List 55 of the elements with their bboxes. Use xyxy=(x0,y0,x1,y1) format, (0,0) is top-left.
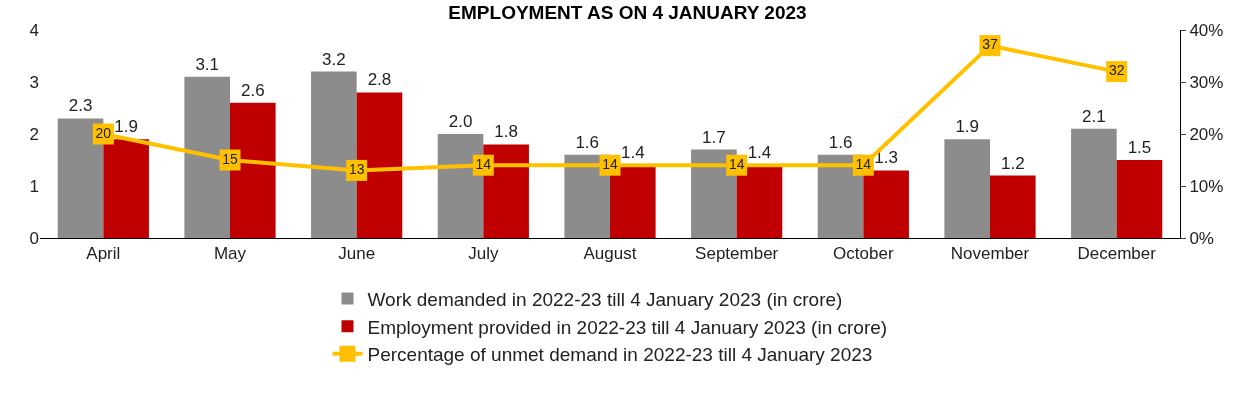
data-label: 2.0 xyxy=(448,112,473,131)
data-label: 1.6 xyxy=(575,132,600,152)
bar xyxy=(990,175,1036,238)
x-tick-label: September xyxy=(695,244,779,264)
x-tick-label: December xyxy=(1077,244,1157,264)
y-tick-label: 2 xyxy=(29,124,39,144)
data-label: 3.2 xyxy=(322,49,346,69)
y-tick-label: 3 xyxy=(29,72,39,92)
data-label: 1.8 xyxy=(494,122,518,142)
x-tick-label: October xyxy=(833,244,894,264)
bar xyxy=(103,139,149,238)
chart-title: EMPLOYMENT AS ON 4 JANUARY 2023 xyxy=(448,2,807,24)
y-tick-label: 0 xyxy=(29,228,39,248)
data-label: 1.5 xyxy=(1127,138,1152,157)
x-tick-label: August xyxy=(583,244,637,264)
bar xyxy=(944,139,990,238)
x-tick-label: April xyxy=(86,244,121,264)
y-tick-label: 4 xyxy=(29,20,39,40)
data-label: 2.8 xyxy=(367,70,392,90)
data-label: 37 xyxy=(982,36,998,53)
data-label: 2.1 xyxy=(1082,106,1106,126)
data-label: 14 xyxy=(855,155,872,172)
legend-label: Percentage of unmet demand in 2022-23 till 4 January 2023 xyxy=(367,344,873,366)
data-label: 2.3 xyxy=(68,96,93,116)
legend-label: Work demanded in 2022-23 till 4 January 2023 (in crore) xyxy=(367,288,843,310)
data-label: 20 xyxy=(95,124,112,141)
data-label: 1.9 xyxy=(955,117,980,137)
data-label: 1.7 xyxy=(702,127,726,147)
bar xyxy=(863,170,909,238)
data-label: 1.2 xyxy=(1000,153,1025,173)
bar xyxy=(1071,128,1117,238)
data-label: 1.4 xyxy=(620,143,645,163)
data-label: 32 xyxy=(1108,62,1125,79)
y2-tick-label: 0% xyxy=(1189,228,1214,248)
data-label: 1.9 xyxy=(114,117,138,137)
y2-tick-label: 30% xyxy=(1189,72,1224,92)
data-label: 3.1 xyxy=(195,54,220,74)
data-label: 14 xyxy=(602,155,618,172)
y2-tick-label: 20% xyxy=(1189,124,1224,144)
data-label: 2.6 xyxy=(240,80,265,100)
data-label: 15 xyxy=(222,150,238,167)
legend-label: Employment provided in 2022-23 till 4 January 2023 (in crore) xyxy=(367,316,888,338)
x-tick-label: July xyxy=(468,244,499,264)
data-label: 14 xyxy=(728,155,745,172)
y2-tick-label: 10% xyxy=(1189,176,1224,196)
y-tick-label: 1 xyxy=(29,176,39,196)
x-tick-label: May xyxy=(213,244,247,264)
x-tick-label: June xyxy=(338,244,376,264)
data-label: 13 xyxy=(348,160,365,177)
y2-tick-label: 40% xyxy=(1189,20,1224,40)
data-label: 1.6 xyxy=(828,132,853,152)
bar xyxy=(1116,160,1163,238)
x-tick-label: November xyxy=(950,244,1030,264)
data-label: 14 xyxy=(475,155,492,172)
data-label: 1.4 xyxy=(747,143,772,163)
